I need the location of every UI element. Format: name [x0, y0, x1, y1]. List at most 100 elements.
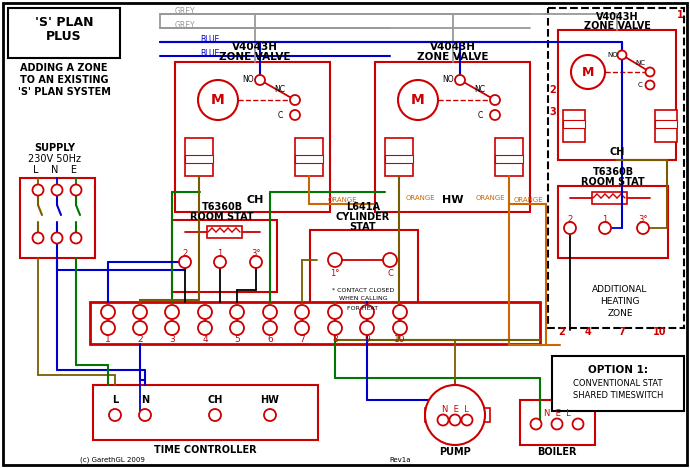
Text: 6: 6 — [267, 335, 273, 344]
Text: SUPPLY: SUPPLY — [34, 143, 75, 153]
Text: PUMP: PUMP — [439, 447, 471, 457]
Text: 4: 4 — [584, 327, 591, 337]
Text: V4043H: V4043H — [430, 42, 476, 52]
Text: 2: 2 — [550, 85, 556, 95]
Text: CH: CH — [246, 195, 264, 205]
Circle shape — [398, 80, 438, 120]
Text: N  E  L: N E L — [544, 409, 571, 417]
Circle shape — [209, 409, 221, 421]
Circle shape — [328, 321, 342, 335]
Text: 7: 7 — [299, 335, 305, 344]
Circle shape — [70, 233, 81, 243]
Circle shape — [32, 233, 43, 243]
Circle shape — [328, 305, 342, 319]
Text: V4043H: V4043H — [595, 12, 638, 22]
Bar — [495, 155, 523, 163]
Circle shape — [531, 418, 542, 430]
Bar — [563, 110, 585, 142]
Circle shape — [52, 233, 63, 243]
Circle shape — [70, 184, 81, 196]
Text: CONVENTIONAL STAT: CONVENTIONAL STAT — [573, 380, 663, 388]
Bar — [295, 155, 323, 163]
Bar — [20, 178, 95, 258]
Circle shape — [101, 321, 115, 335]
Bar — [385, 155, 413, 163]
Text: C: C — [387, 270, 393, 278]
Circle shape — [449, 415, 460, 425]
Bar — [655, 120, 677, 128]
Circle shape — [290, 110, 300, 120]
Text: 2: 2 — [137, 335, 143, 344]
Bar — [558, 30, 676, 160]
Text: 8: 8 — [332, 335, 338, 344]
Text: 3: 3 — [550, 107, 556, 117]
Text: ADDITIONAL: ADDITIONAL — [592, 285, 648, 294]
Circle shape — [214, 256, 226, 268]
Bar — [8, 8, 120, 58]
Bar — [385, 138, 413, 176]
Circle shape — [437, 415, 448, 425]
Text: 5: 5 — [234, 335, 240, 344]
Text: STAT: STAT — [350, 222, 376, 232]
Circle shape — [264, 409, 276, 421]
Bar — [185, 155, 213, 163]
Text: 4: 4 — [202, 335, 208, 344]
Text: ORANGE: ORANGE — [513, 197, 543, 203]
Circle shape — [383, 253, 397, 267]
Circle shape — [250, 256, 262, 268]
Circle shape — [198, 321, 212, 335]
Text: 3: 3 — [169, 335, 175, 344]
Text: ROOM STAT: ROOM STAT — [581, 177, 645, 187]
Circle shape — [455, 75, 465, 85]
Text: L    N    E: L N E — [33, 165, 77, 175]
Text: 10: 10 — [653, 327, 667, 337]
Bar — [425, 408, 433, 422]
Text: V4043H: V4043H — [232, 42, 278, 52]
Text: 1: 1 — [677, 10, 683, 20]
Text: NC: NC — [275, 86, 286, 95]
Text: GREY: GREY — [175, 21, 196, 29]
Circle shape — [646, 80, 655, 89]
Circle shape — [133, 305, 147, 319]
Text: PLUS: PLUS — [46, 30, 82, 44]
Circle shape — [295, 305, 309, 319]
Bar — [558, 186, 668, 258]
Text: HEATING: HEATING — [600, 298, 640, 307]
Text: 1: 1 — [602, 214, 608, 224]
Circle shape — [32, 184, 43, 196]
Text: ADDING A ZONE: ADDING A ZONE — [20, 63, 108, 73]
Text: M: M — [211, 93, 225, 107]
Circle shape — [198, 80, 238, 120]
Bar — [548, 8, 684, 328]
Circle shape — [52, 184, 63, 196]
Bar — [592, 192, 627, 204]
Text: ROOM STAT: ROOM STAT — [190, 212, 254, 222]
Text: GREY: GREY — [175, 7, 196, 15]
Circle shape — [618, 51, 627, 59]
Circle shape — [599, 222, 611, 234]
Circle shape — [139, 409, 151, 421]
Bar — [482, 408, 490, 422]
Text: BLUE: BLUE — [200, 35, 219, 44]
Text: FOR HEAT: FOR HEAT — [348, 306, 379, 310]
Circle shape — [263, 305, 277, 319]
Text: NO: NO — [442, 75, 454, 85]
Circle shape — [255, 75, 265, 85]
Bar — [655, 110, 677, 142]
Text: 3°: 3° — [638, 214, 648, 224]
Text: BLUE: BLUE — [200, 49, 219, 58]
Text: 1: 1 — [105, 335, 111, 344]
Text: C: C — [477, 110, 482, 119]
Bar — [175, 62, 330, 212]
Circle shape — [360, 321, 374, 335]
Text: N: N — [141, 395, 149, 405]
Text: C: C — [638, 82, 642, 88]
Text: T6360B: T6360B — [593, 167, 633, 177]
Text: 2: 2 — [567, 214, 573, 224]
Circle shape — [393, 305, 407, 319]
Bar — [552, 356, 684, 411]
Bar — [295, 138, 323, 176]
Bar — [93, 385, 318, 440]
Text: ZONE VALVE: ZONE VALVE — [417, 52, 489, 62]
Bar — [310, 230, 418, 330]
